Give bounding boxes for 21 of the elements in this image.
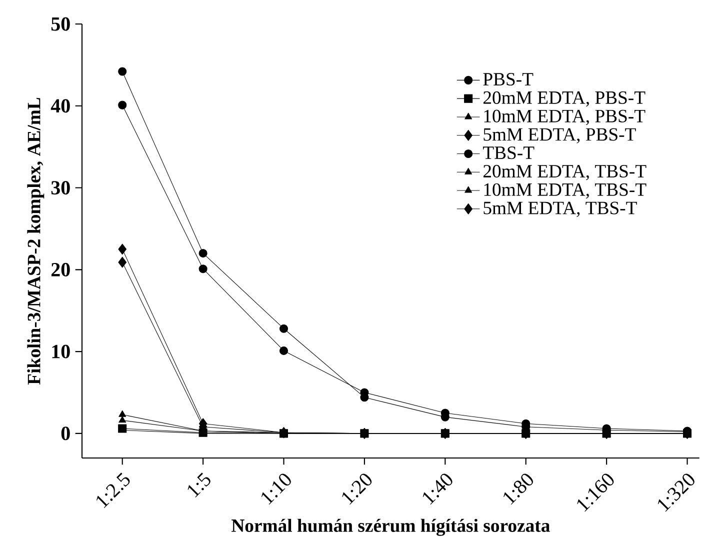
legend-label: 5mM EDTA, PBS-T — [484, 128, 636, 144]
legend-label: 10mM EDTA, PBS-T — [484, 110, 646, 126]
x-tick-label: 1:5 — [188, 472, 210, 498]
y-axis-title: Fikolin-3/MASP-2 komplex, AE/mL — [27, 98, 44, 385]
y-tick-label: 50 — [51, 17, 70, 31]
x-tick-label: 1:20 — [342, 474, 372, 505]
legend-label: TBS-T — [482, 146, 534, 160]
y-tick-label: 10 — [52, 344, 70, 358]
y-tick-label: 0 — [61, 426, 70, 440]
y-tick-label: 30 — [51, 181, 70, 195]
legend-label: 20mM EDTA, PBS-T — [483, 91, 646, 107]
y-tick-label: 40 — [50, 99, 70, 113]
x-tick-label: 1:10 — [261, 474, 291, 505]
x-tick-label: 1:80 — [504, 474, 533, 505]
legend-label: 20mM EDTA, TBS-T — [483, 164, 646, 180]
x-axis-title: Normál humán szérum hígítási sorozata — [232, 518, 550, 536]
legend-label: 5mM EDTA, TBS-T — [484, 202, 637, 217]
x-tick-label: 1:40 — [422, 474, 452, 505]
legend-label: 10mM EDTA, TBS-T — [484, 183, 646, 199]
y-tick-label: 20 — [51, 262, 70, 276]
legend-label: PBS-T — [483, 73, 534, 86]
